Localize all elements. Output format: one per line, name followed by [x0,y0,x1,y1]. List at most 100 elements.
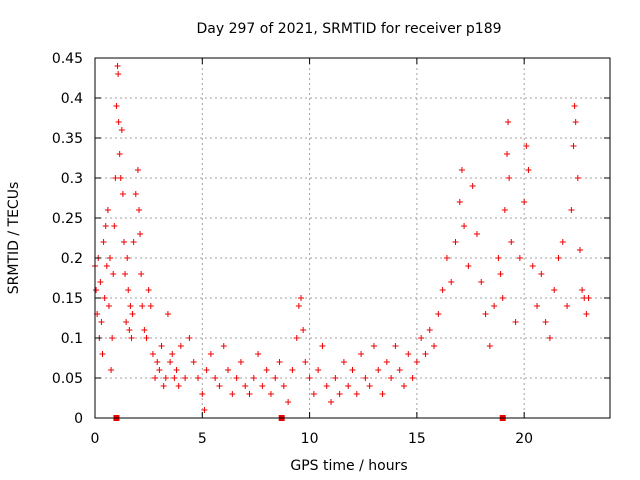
data-point [478,279,485,285]
data-point [124,255,131,261]
data-point [431,343,438,349]
data-point [300,327,307,333]
data-point [98,319,105,325]
data-point [388,375,395,381]
data-point [229,391,236,397]
data-point [448,279,455,285]
data-point [323,383,330,389]
data-point [443,255,450,261]
data-point [542,319,549,325]
data-point [349,367,356,373]
data-point [112,175,119,181]
data-point [495,255,502,261]
data-point [564,303,571,309]
data-point [574,175,581,181]
data-point [392,343,399,349]
data-point [105,303,112,309]
data-point [422,351,429,357]
data-point [521,199,528,205]
data-point [504,151,510,157]
y-tick-label: 0.25 [52,211,83,227]
data-point [103,263,110,269]
data-point [383,359,390,365]
data-point [129,311,136,317]
data-point [111,223,118,229]
data-point [568,207,575,213]
data-point [465,263,472,269]
data-point [328,399,335,405]
data-point [119,191,126,197]
data-point [152,375,159,381]
data-point [164,311,171,317]
data-point [555,255,562,261]
data-point [571,103,578,109]
data-point [160,383,167,389]
data-point [116,151,123,157]
data-point [132,191,139,197]
data-point [97,279,104,285]
data-point [156,367,163,373]
data-point [505,119,512,125]
y-tick-label: 0.1 [61,331,83,347]
x-tick-label: 5 [198,431,207,447]
data-point [452,239,459,245]
data-point [216,383,223,389]
x-tick-label: 0 [91,431,100,447]
data-point [319,343,326,349]
data-point [272,375,279,381]
data-point [117,175,124,181]
data-point [100,239,107,245]
data-point [169,351,176,357]
data-point [137,231,144,237]
data-point [122,271,129,277]
data-point [583,311,590,317]
data-point [426,327,433,333]
data-point [439,287,446,293]
y-tick-label: 0.05 [52,371,83,387]
data-point [525,167,532,173]
data-point [529,263,536,269]
data-point [237,359,244,365]
data-point [267,391,274,397]
data-point [293,335,300,341]
data-point [115,119,122,125]
data-point [409,375,416,381]
data-point [135,207,142,213]
data-point [199,391,206,397]
data-point [461,223,468,229]
data-point [177,343,184,349]
data-point [114,63,121,69]
data-point [435,311,442,317]
data-point [259,383,266,389]
data-point [534,303,541,309]
data-point [175,383,182,389]
data-point [255,351,262,357]
data-point [280,383,287,389]
x-tick-label: 15 [408,431,426,447]
data-point [523,143,530,149]
data-point [250,375,257,381]
data-point [195,375,201,381]
data-point [102,223,109,229]
data-point [491,303,498,309]
data-point [149,351,156,357]
x-tick-label: 10 [301,431,319,447]
data-point [186,335,193,341]
data-point [108,367,115,373]
data-point [138,271,145,277]
data-point [516,255,523,261]
data-points [92,63,592,413]
data-point [118,127,125,133]
data-point [546,335,553,341]
data-point [109,335,116,341]
data-point [171,375,178,381]
data-point [201,407,208,413]
data-point [263,367,270,373]
data-point [499,295,506,301]
data-point [246,391,253,397]
data-point [107,255,114,261]
data-point [353,391,360,397]
chart-title: Day 297 of 2021, SRMTID for receiver p18… [196,21,501,37]
data-point [139,303,146,309]
